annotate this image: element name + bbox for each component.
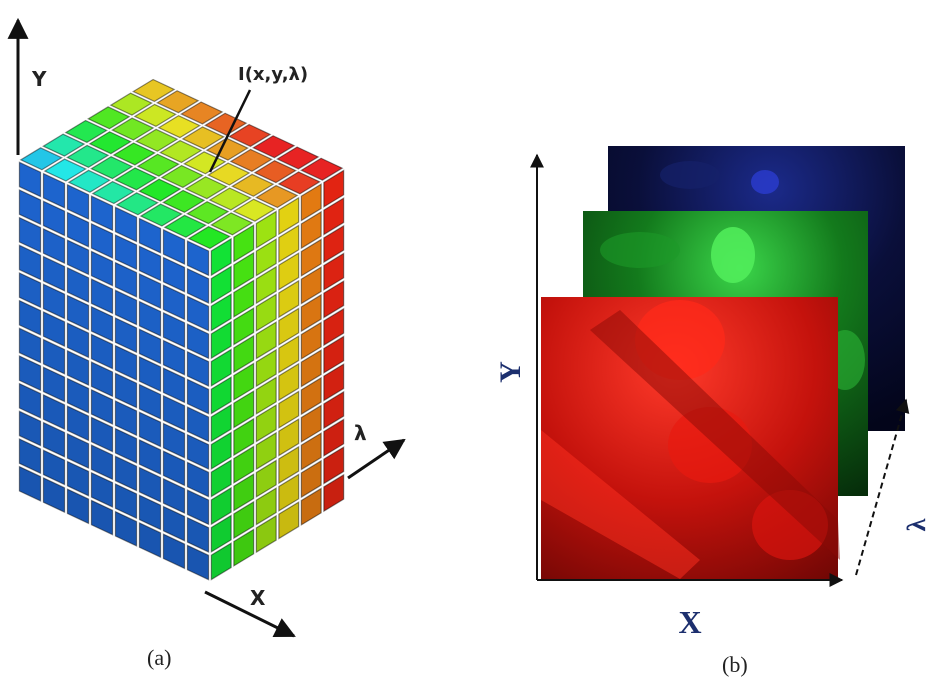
x-label-b: X bbox=[678, 604, 701, 640]
red-band bbox=[541, 297, 840, 579]
y-label-b: Y bbox=[494, 361, 527, 383]
figure: Y I(x,y,λ) λ X (a) Y X λ (b) bbox=[0, 0, 930, 693]
lambda-label: λ bbox=[354, 421, 367, 445]
caption-a: (a) bbox=[147, 645, 171, 670]
lambda-arrow bbox=[348, 440, 404, 478]
x-label: X bbox=[250, 586, 266, 610]
point-label: I(x,y,λ) bbox=[238, 64, 308, 85]
y-label: Y bbox=[31, 67, 47, 91]
caption-b: (b) bbox=[722, 652, 748, 677]
lambda-label-b: λ bbox=[902, 518, 930, 531]
data-cube bbox=[19, 79, 343, 579]
